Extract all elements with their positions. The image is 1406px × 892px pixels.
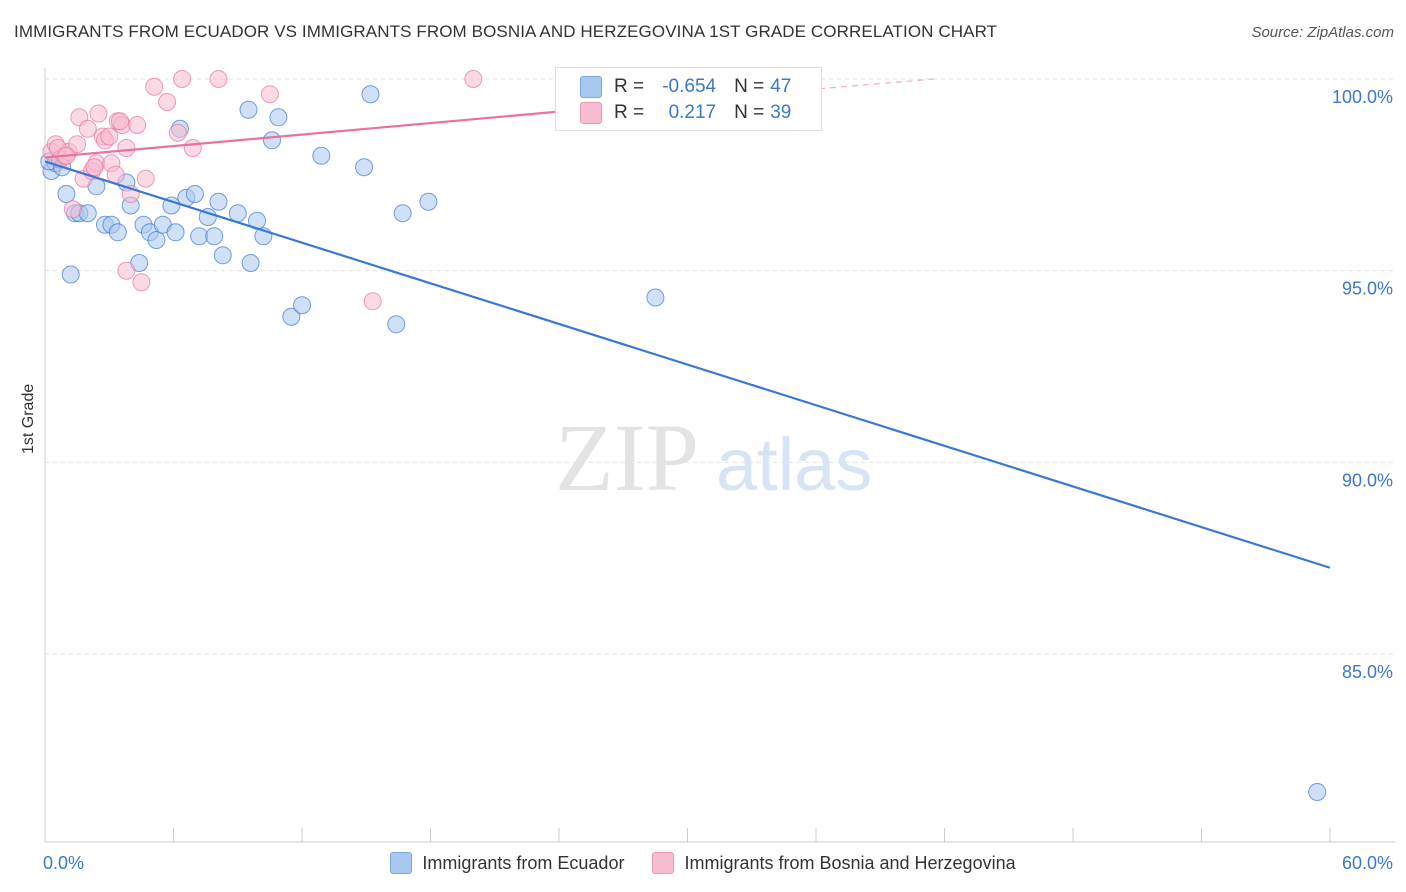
- data-point-bosnia: [100, 127, 119, 146]
- watermark-atlas: atlas: [716, 423, 872, 506]
- stats-n-value: 47: [770, 76, 792, 97]
- legend-item-bosnia[interactable]: Immigrants from Bosnia and Herzegovina: [652, 852, 1016, 874]
- trend-line-ecuador: [44, 160, 1331, 569]
- data-point-ecuador: [239, 100, 258, 119]
- data-point-ecuador: [108, 223, 127, 242]
- data-point-bosnia: [117, 261, 136, 280]
- data-point-ecuador: [419, 192, 438, 211]
- data-point-bosnia: [136, 169, 155, 188]
- stats-r-value: -0.654: [662, 76, 717, 97]
- axes: [44, 68, 1395, 843]
- data-point-bosnia: [168, 123, 187, 142]
- stats-r-label: R =: [614, 76, 645, 97]
- source-credit: Source: ZipAtlas.com: [1251, 24, 1394, 41]
- y-tick-label: 95.0%: [1342, 279, 1393, 299]
- y-axis-label: 1st Grade: [20, 383, 37, 454]
- stats-swatch-bosnia: [580, 102, 602, 124]
- x-tick-label: 0.0%: [43, 853, 84, 873]
- data-point-ecuador: [185, 185, 204, 203]
- data-point-bosnia: [209, 70, 228, 88]
- legend-swatch-bosnia: [652, 852, 675, 874]
- data-point-ecuador: [269, 108, 288, 127]
- data-point-bosnia: [111, 112, 129, 131]
- data-point-ecuador: [228, 204, 247, 223]
- data-point-ecuador: [205, 227, 224, 246]
- data-point-ecuador: [646, 288, 665, 307]
- y-tick-label: 85.0%: [1342, 662, 1393, 682]
- data-point-ecuador: [166, 223, 185, 242]
- data-point-bosnia: [78, 119, 97, 138]
- data-point-ecuador: [198, 208, 217, 226]
- legend: Immigrants from Ecuador Immigrants from …: [0, 852, 1406, 874]
- data-point-ecuador: [312, 146, 331, 165]
- data-point-bosnia: [145, 77, 164, 96]
- data-point-bosnia: [89, 104, 108, 123]
- watermark-zip: ZIP: [555, 404, 699, 511]
- stats-n-value: 39: [770, 102, 792, 123]
- data-point-bosnia: [260, 85, 279, 104]
- stats-row-bosnia: R = 0.217 N = 39: [580, 100, 791, 126]
- stats-r-value: 0.217: [668, 102, 717, 123]
- data-point-bosnia: [464, 70, 483, 88]
- data-point-ecuador: [209, 192, 228, 211]
- data-point-bosnia: [183, 139, 202, 157]
- data-point-ecuador: [387, 315, 406, 334]
- data-point-ecuador: [263, 131, 281, 150]
- legend-label-bosnia: Immigrants from Bosnia and Herzegovina: [684, 852, 1016, 873]
- data-point-bosnia: [117, 139, 136, 157]
- legend-swatch-ecuador: [390, 852, 413, 874]
- data-point-ecuador: [355, 158, 374, 177]
- stats-swatch-ecuador: [580, 76, 602, 98]
- data-point-ecuador: [393, 204, 412, 223]
- y-tick-label: 100.0%: [1332, 87, 1393, 107]
- data-point-bosnia: [63, 200, 82, 219]
- x-tick-label: 60.0%: [1342, 853, 1393, 873]
- legend-label-ecuador: Immigrants from Ecuador: [422, 852, 625, 873]
- stats-n-label: N =: [734, 76, 765, 97]
- chart-title: IMMIGRANTS FROM ECUADOR VS IMMIGRANTS FR…: [14, 22, 998, 41]
- data-point-ecuador: [213, 246, 232, 265]
- legend-item-ecuador[interactable]: Immigrants from Ecuador: [390, 852, 624, 874]
- data-point-ecuador: [57, 185, 76, 203]
- data-point-bosnia: [158, 93, 177, 111]
- stats-r-label: R =: [614, 102, 645, 123]
- gridlines: [45, 78, 1395, 655]
- data-point-ecuador: [147, 231, 166, 249]
- data-point-bosnia: [132, 273, 151, 292]
- data-point-ecuador: [282, 307, 301, 326]
- data-point-ecuador: [190, 227, 209, 246]
- data-point-ecuador: [61, 265, 80, 284]
- watermark: ZIP atlas: [555, 404, 872, 511]
- data-point-ecuador: [78, 204, 97, 223]
- y-tick-labels: 85.0% 90.0% 95.0% 100.0%: [1332, 87, 1393, 682]
- series-bosnia: [42, 70, 483, 311]
- data-point-ecuador: [293, 296, 311, 315]
- data-point-bosnia: [68, 135, 87, 154]
- y-tick-label: 90.0%: [1342, 470, 1393, 490]
- data-point-ecuador: [361, 85, 380, 104]
- data-point-bosnia: [85, 158, 104, 177]
- data-point-ecuador: [162, 196, 181, 215]
- data-point-bosnia: [128, 116, 147, 134]
- data-point-bosnia: [363, 292, 382, 311]
- stats-n-label: N =: [734, 102, 765, 123]
- data-point-ecuador: [241, 254, 260, 272]
- data-point-ecuador: [1308, 783, 1327, 801]
- stats-box: R = -0.654 N = 47 R = 0.217 N = 39: [555, 67, 822, 131]
- stats-row-ecuador: R = -0.654 N = 47: [580, 74, 791, 100]
- x-tick-labels: 0.0% 60.0%: [43, 853, 1393, 873]
- data-point-bosnia: [173, 70, 192, 88]
